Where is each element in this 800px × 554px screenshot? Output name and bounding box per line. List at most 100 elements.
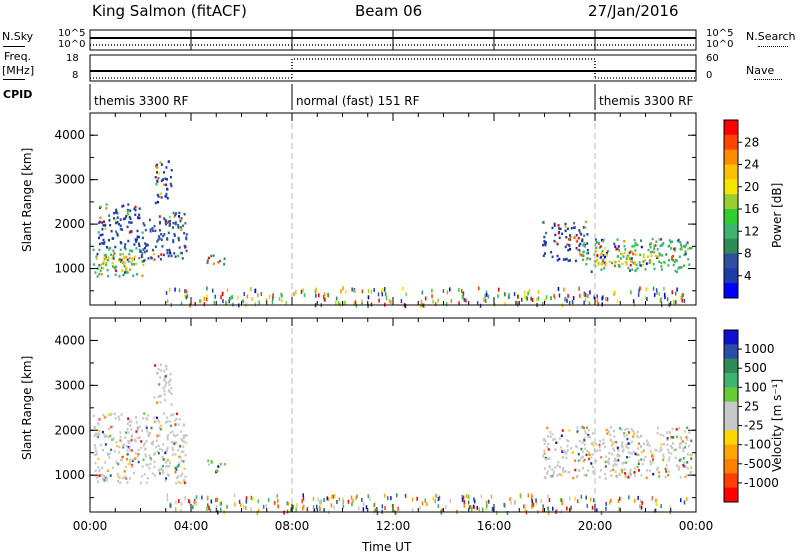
colorbar-swatch <box>724 209 738 225</box>
scatter-point <box>621 450 624 453</box>
scatter-point <box>564 245 567 249</box>
scatter-point <box>623 251 626 255</box>
ground-scatter-point <box>488 499 490 504</box>
scatter-point <box>108 248 111 251</box>
scatter-point <box>101 466 104 470</box>
scatter-point <box>133 207 136 211</box>
scatter-point <box>179 219 182 223</box>
ground-scatter-point <box>476 301 479 306</box>
scatter-point <box>102 267 105 270</box>
scatter-point <box>666 443 669 447</box>
scatter-point <box>125 444 128 448</box>
ground-scatter-point <box>681 298 683 303</box>
scatter-point <box>658 471 661 474</box>
scatter-point <box>597 241 600 245</box>
ground-scatter-point <box>314 289 317 293</box>
scatter-point <box>582 254 585 257</box>
scatter-point <box>126 449 129 452</box>
scatter-point <box>166 197 169 200</box>
scatter-point <box>177 480 180 484</box>
ground-scatter-point <box>596 294 598 299</box>
scatter-point <box>165 449 168 452</box>
scatter-point <box>158 426 161 430</box>
scatter-point <box>151 472 154 475</box>
scatter-point <box>666 438 669 442</box>
scatter-point <box>684 252 687 256</box>
scatter-point <box>634 474 637 477</box>
velocity-ylabel: Slant Range [km] <box>20 355 34 460</box>
scatter-point <box>170 254 173 258</box>
ground-scatter-point <box>318 506 321 510</box>
ground-scatter-point <box>233 493 236 498</box>
scatter-point <box>664 475 667 479</box>
ground-scatter-point <box>384 287 386 291</box>
scatter-point <box>124 243 127 246</box>
scatter-point <box>130 464 133 468</box>
scatter-point <box>212 254 215 257</box>
ground-scatter-point <box>434 499 436 504</box>
scatter-point <box>564 470 567 473</box>
scatter-point <box>661 254 664 257</box>
scatter-point <box>177 475 180 478</box>
scatter-point <box>157 195 160 198</box>
scatter-point <box>659 244 662 248</box>
scatter-point <box>177 254 180 258</box>
scatter-point <box>661 244 664 247</box>
scatter-point <box>667 473 670 477</box>
scatter-point <box>178 211 181 215</box>
ground-scatter-point <box>485 292 488 297</box>
ground-scatter-point <box>228 297 231 302</box>
ground-scatter-point <box>199 299 201 304</box>
ground-scatter-point <box>239 503 242 507</box>
y-tick-label: 2000 <box>54 217 85 231</box>
scatter-point <box>114 269 117 273</box>
ground-scatter-point <box>370 290 372 294</box>
ground-scatter-point <box>318 293 320 298</box>
scatter-point <box>104 253 107 257</box>
scatter-point <box>567 471 570 474</box>
scatter-point <box>113 412 116 416</box>
scatter-point <box>117 415 120 418</box>
scatter-point <box>159 161 162 164</box>
ground-scatter-point <box>195 495 198 500</box>
colorbar-tick-label: 20 <box>744 180 759 194</box>
scatter-point <box>153 460 156 464</box>
scatter-point <box>621 441 624 445</box>
scatter-point <box>559 227 562 231</box>
ground-scatter-point <box>461 497 464 502</box>
scatter-point <box>677 465 680 468</box>
scatter-point <box>175 481 178 485</box>
scatter-point <box>588 435 591 439</box>
scatter-point <box>623 434 626 438</box>
nave-tick-bottom: 0 <box>706 70 713 81</box>
scatter-point <box>180 474 183 478</box>
scatter-point <box>164 461 167 464</box>
scatter-point <box>153 420 156 423</box>
ground-scatter-point <box>438 495 441 500</box>
scatter-point <box>156 193 159 197</box>
scatter-point <box>107 256 110 259</box>
scatter-point <box>157 176 160 180</box>
scatter-point <box>643 449 646 452</box>
scatter-point <box>608 260 611 263</box>
scatter-point <box>98 432 100 436</box>
scatter-point <box>180 251 183 255</box>
scatter-point <box>139 481 142 485</box>
scatter-point <box>153 396 156 399</box>
scatter-point <box>627 473 630 476</box>
ground-scatter-point <box>446 290 449 295</box>
ground-scatter-point <box>361 497 363 502</box>
scatter-point <box>116 232 119 236</box>
scatter-point <box>162 386 165 390</box>
scatter-point <box>140 446 143 450</box>
scatter-point <box>616 238 619 241</box>
scatter-point <box>128 440 131 443</box>
scatter-point <box>608 452 611 455</box>
scatter-point <box>163 183 165 187</box>
ground-scatter-point <box>440 510 443 515</box>
scatter-point <box>125 268 128 271</box>
scatter-point <box>615 463 618 466</box>
ground-scatter-point <box>432 299 434 304</box>
scatter-point <box>119 260 122 264</box>
scatter-point <box>143 442 146 445</box>
